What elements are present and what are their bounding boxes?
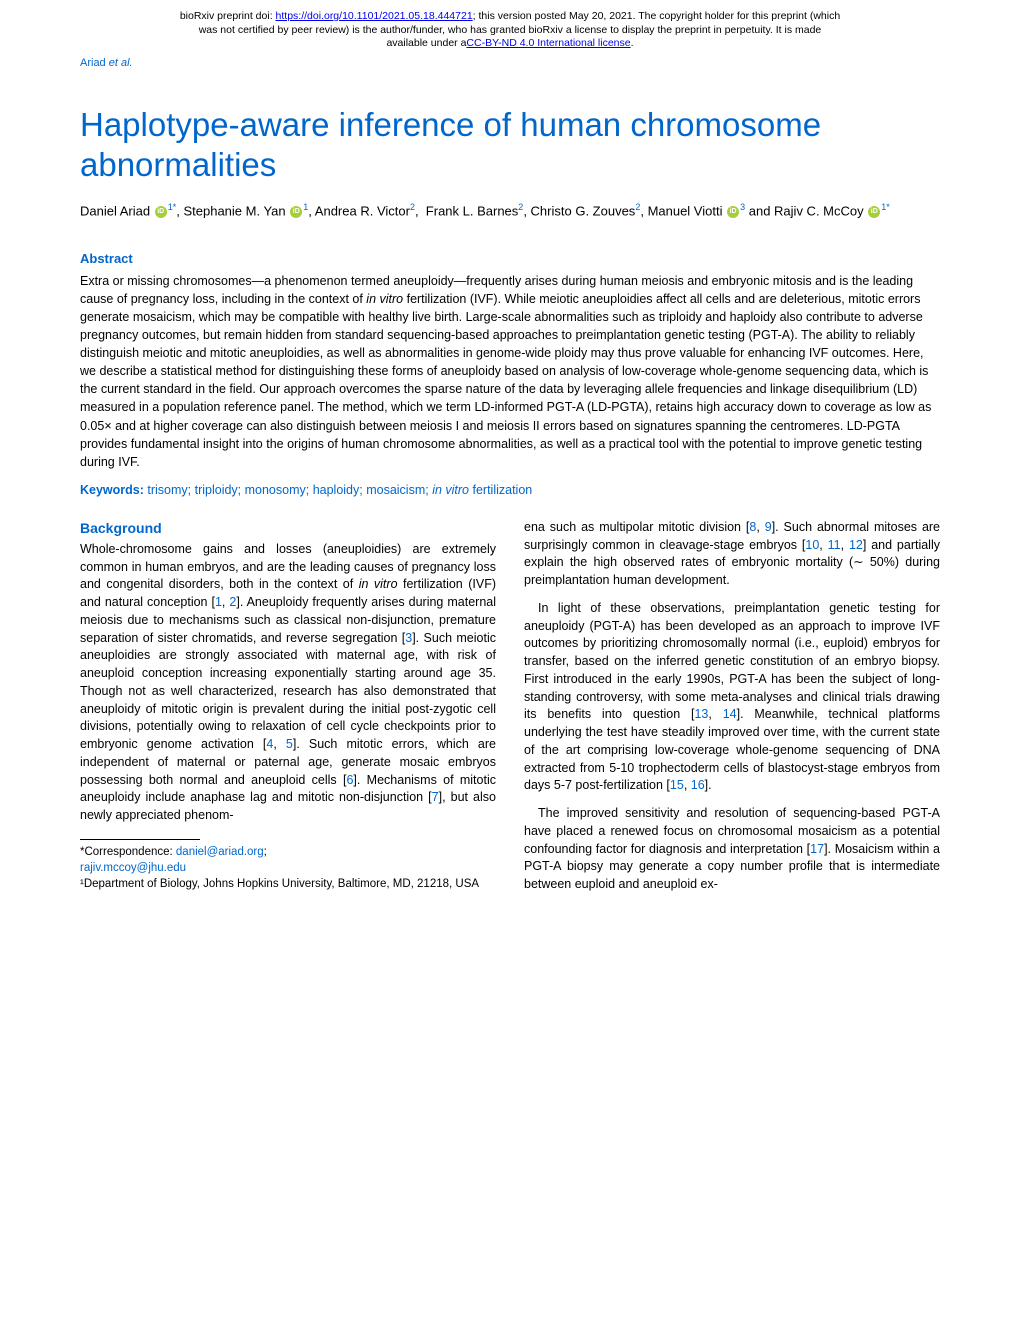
author-4: Frank L. Barnes xyxy=(426,203,519,218)
footnotes: *Correspondence: daniel@ariad.org; rajiv… xyxy=(80,844,496,892)
email-link-1[interactable]: daniel@ariad.org xyxy=(176,846,264,858)
preprint-line3-post: . xyxy=(631,37,634,49)
orcid-icon xyxy=(868,206,880,218)
right-para-2: In light of these observations, preimpla… xyxy=(524,600,940,795)
aff-3: 2 xyxy=(410,202,415,212)
orcid-icon xyxy=(290,206,302,218)
author-3: Andrea R. Victor xyxy=(315,203,410,218)
author-6: Manuel Viotti xyxy=(648,203,723,218)
cite-9[interactable]: 9 xyxy=(765,520,772,534)
keywords: Keywords: trisomy; triploidy; monosomy; … xyxy=(80,483,940,497)
author-5: Christo G. Zouves xyxy=(531,203,636,218)
background-heading: Background xyxy=(80,519,496,539)
author-and: and xyxy=(745,203,774,218)
aff-5: 2 xyxy=(635,202,640,212)
preprint-line2: was not certified by peer review) is the… xyxy=(199,24,822,36)
cite-12[interactable]: 12 xyxy=(849,538,863,552)
cite-14[interactable]: 14 xyxy=(723,707,737,721)
cite-15[interactable]: 15 xyxy=(670,778,684,792)
email-link-2[interactable]: rajiv.mccoy@jhu.edu xyxy=(80,862,186,874)
footnote-affiliation: ¹Department of Biology, Johns Hopkins Un… xyxy=(80,878,479,890)
doi-link[interactable]: https://doi.org/10.1101/2021.05.18.44472… xyxy=(276,10,473,22)
footnote-separator xyxy=(80,839,200,840)
running-head: Ariad et al. xyxy=(80,57,940,69)
running-etal: et al. xyxy=(106,57,133,69)
right-para-1: ena such as multipolar mitotic division … xyxy=(524,519,940,590)
background-para-1: Whole-chromosome gains and losses (aneup… xyxy=(80,541,496,825)
aff-2: 1 xyxy=(303,202,308,212)
cite-17[interactable]: 17 xyxy=(810,842,824,856)
abstract-heading: Abstract xyxy=(80,251,940,266)
cite-1[interactable]: 1 xyxy=(215,595,222,609)
footnote-correspondence: *Correspondence: xyxy=(80,846,176,858)
body-columns: Background Whole-chromosome gains and lo… xyxy=(80,519,940,894)
left-column: Background Whole-chromosome gains and lo… xyxy=(80,519,496,894)
cite-10[interactable]: 10 xyxy=(805,538,819,552)
author-1: Daniel Ariad xyxy=(80,203,150,218)
cite-13[interactable]: 13 xyxy=(694,707,708,721)
paper-title: Haplotype-aware inference of human chrom… xyxy=(80,105,940,184)
author-2: Stephanie M. Yan xyxy=(183,203,285,218)
aff-4: 2 xyxy=(518,202,523,212)
orcid-icon xyxy=(727,206,739,218)
preprint-notice: bioRxiv preprint doi: https://doi.org/10… xyxy=(80,10,940,51)
cite-7[interactable]: 7 xyxy=(432,790,439,804)
author-list: Daniel Ariad 1*, Stephanie M. Yan 1, And… xyxy=(80,200,940,222)
cite-11[interactable]: 11 xyxy=(828,538,841,552)
running-author: Ariad xyxy=(80,57,106,69)
aff-1: 1* xyxy=(168,202,177,212)
preprint-line3-pre: available under a xyxy=(386,37,466,49)
author-7: Rajiv C. McCoy xyxy=(774,203,864,218)
orcid-icon xyxy=(155,206,167,218)
right-column: ena such as multipolar mitotic division … xyxy=(524,519,940,894)
cite-16[interactable]: 16 xyxy=(691,778,705,792)
aff-7: 1* xyxy=(881,202,890,212)
keywords-label: Keywords: xyxy=(80,483,144,497)
preprint-pre: bioRxiv preprint doi: xyxy=(180,10,276,22)
license-link[interactable]: CC-BY-ND 4.0 International license xyxy=(466,37,630,49)
right-para-3: The improved sensitivity and resolution … xyxy=(524,805,940,894)
preprint-post1: ; this version posted May 20, 2021. The … xyxy=(473,10,841,22)
cite-5[interactable]: 5 xyxy=(286,737,293,751)
keywords-list: trisomy; triploidy; monosomy; haploidy; … xyxy=(144,483,532,497)
abstract-text: Extra or missing chromosomes—a phenomeno… xyxy=(80,272,940,471)
